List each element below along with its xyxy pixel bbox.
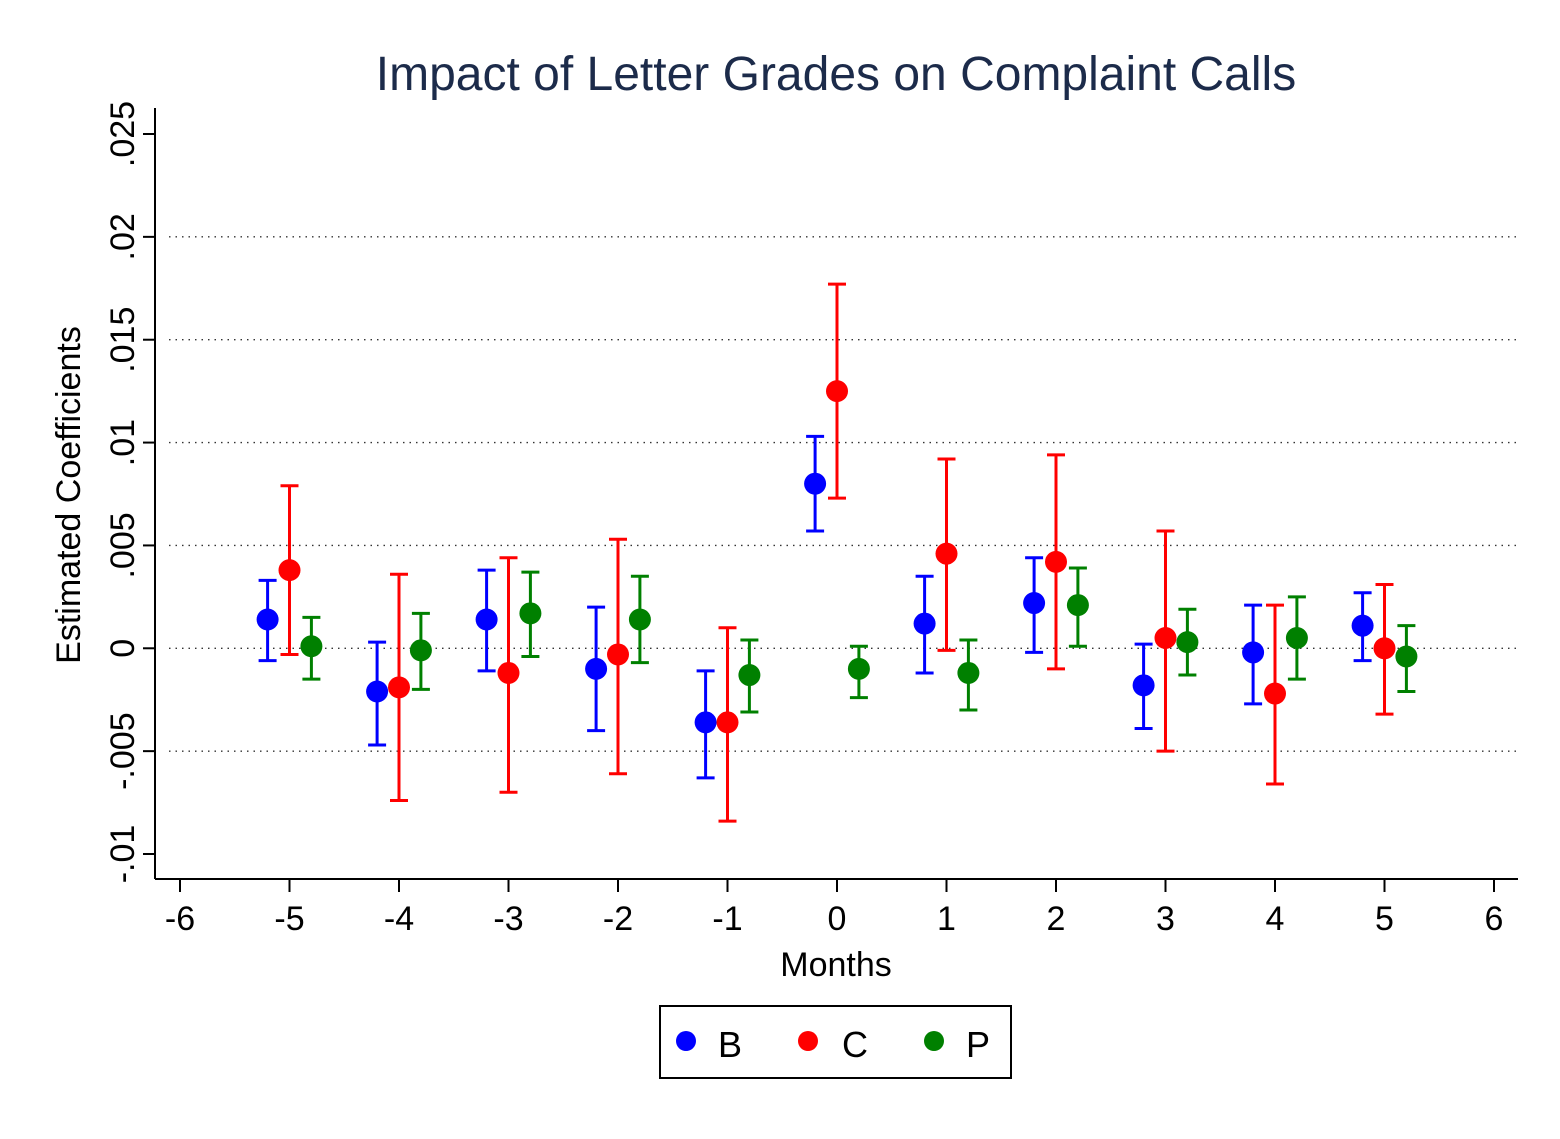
legend-label-c: C: [842, 1024, 868, 1065]
data-point-b: [913, 612, 936, 635]
y-axis-label: Estimated Coefficients: [50, 326, 88, 664]
data-point-b: [1351, 614, 1374, 637]
y-tick-label: .025: [104, 101, 142, 167]
data-point-c: [278, 559, 301, 582]
data-point-b: [804, 472, 827, 495]
data-point-b: [585, 657, 608, 680]
x-tick-label: -3: [493, 900, 523, 938]
x-tick-label: -5: [274, 900, 304, 938]
data-point-p: [1066, 594, 1089, 617]
legend-marker-b: [676, 1031, 696, 1051]
x-tick-label: -6: [165, 900, 195, 938]
data-point-p: [409, 639, 432, 662]
x-tick-label: -1: [712, 900, 742, 938]
y-tick-label: .015: [104, 307, 142, 373]
data-point-c: [388, 676, 410, 699]
y-tick-label: .02: [104, 213, 142, 260]
data-point-p: [957, 661, 980, 684]
x-tick-label: 0: [828, 900, 847, 938]
data-point-p: [1176, 631, 1199, 654]
x-tick-label: -4: [384, 900, 414, 938]
data-point-p: [519, 602, 542, 625]
x-axis-ticks: -6 -5 -4 -3 -2 -1 0 1 2 3 4 5 6: [165, 879, 1504, 938]
legend-box: [659, 1005, 1012, 1079]
data-point-c: [826, 380, 848, 403]
data-point-b: [1023, 592, 1046, 615]
data-point-c: [935, 542, 958, 565]
data-point-p: [738, 664, 761, 687]
data-point-b: [366, 680, 389, 703]
data-point-b: [475, 608, 498, 631]
data-point-c: [1154, 627, 1177, 649]
y-tick-label: -.01: [104, 825, 142, 884]
data-point-p: [847, 657, 870, 680]
series-b: [256, 434, 1374, 780]
y-axis-ticks: -.01 -.005 0 .005 .01 .015 .02 .025: [104, 101, 155, 883]
data-point-b: [1242, 641, 1265, 664]
y-tick-label: .005: [104, 512, 142, 578]
data-point-c: [1264, 682, 1286, 705]
data-point-c: [607, 643, 629, 666]
legend-marker-c: [798, 1031, 818, 1051]
x-tick-label: 6: [1485, 900, 1504, 938]
legend-label-p: P: [966, 1024, 990, 1065]
x-tick-label: 2: [1047, 900, 1066, 938]
data-point-c: [1045, 550, 1067, 573]
x-tick-label: 5: [1375, 900, 1394, 938]
x-tick-label: 1: [937, 900, 956, 938]
legend: B C P: [659, 1005, 1012, 1079]
y-tick-label: -.005: [104, 712, 142, 790]
data-point-b: [1132, 674, 1155, 697]
series-p: [300, 566, 1418, 714]
x-tick-label: 4: [1266, 900, 1285, 938]
data-point-p: [1285, 627, 1308, 649]
data-series: [256, 282, 1418, 823]
data-point-p: [628, 608, 651, 631]
data-point-c: [1373, 637, 1396, 660]
data-point-c: [497, 661, 520, 684]
x-tick-label: -2: [603, 900, 633, 938]
data-point-b: [694, 711, 717, 734]
chart-title: Impact of Letter Grades on Complaint Cal…: [376, 48, 1296, 101]
legend-marker-p: [924, 1031, 944, 1051]
legend-label-b: B: [718, 1024, 742, 1065]
x-tick-label: 3: [1156, 900, 1175, 938]
data-point-b: [256, 608, 279, 631]
data-point-c: [716, 711, 739, 734]
data-point-p: [1395, 645, 1418, 668]
x-axis-label: Months: [780, 946, 892, 984]
y-tick-label: .01: [104, 419, 142, 466]
series-c: [278, 282, 1396, 823]
y-tick-label: 0: [104, 639, 142, 658]
data-point-p: [300, 635, 323, 658]
